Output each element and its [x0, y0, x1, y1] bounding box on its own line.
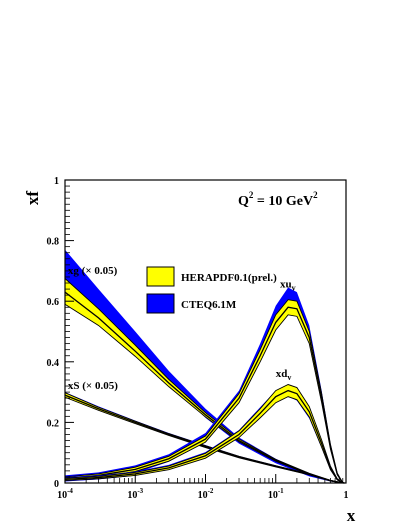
- y-tick-label: 0.8: [47, 237, 60, 248]
- curve-label-xg: xg (× 0.05): [68, 265, 118, 277]
- series-xd: [64, 384, 344, 484]
- herapdf-upper-xd: [64, 384, 344, 484]
- curve-label-xuv: xuv: [280, 279, 296, 293]
- q2-annotation: Q2 = 10 GeV2: [238, 190, 318, 209]
- legend-label-herapdf: HERAPDF0.1(prel.): [181, 272, 277, 284]
- legend-label-cteq: CTEQ6.1M: [181, 299, 237, 311]
- curve-label-xdv: xdv: [276, 368, 292, 382]
- herapdf-central-xs-0-05: [64, 394, 345, 484]
- series-xu: [64, 287, 344, 484]
- axes: 10-4 10-3 10-2 10-1 1 0 0.2 0.4 0.6 0.8 1: [47, 176, 349, 501]
- herapdf-central-xd: [64, 389, 344, 484]
- cteq-band-xg-0-05: [65, 249, 345, 483]
- y-tick-label: 0.2: [47, 418, 60, 429]
- y-tick-label: 0: [54, 479, 59, 490]
- curve-labels: xg (× 0.05) xS (× 0.05) xuv xdv: [68, 265, 296, 392]
- y-axis-title: xf: [23, 191, 42, 206]
- pdf-bands: [64, 249, 345, 484]
- legend-swatch-cteq: [146, 293, 175, 314]
- herapdf-lower-xd: [64, 396, 344, 484]
- x-axis-title: x: [347, 506, 356, 525]
- herapdf-central-xu: [64, 306, 344, 484]
- legend: HERAPDF0.1(prel.) CTEQ6.1M: [146, 266, 277, 314]
- y-tick-label: 0.6: [47, 297, 60, 308]
- series-xs-0-05: [64, 392, 345, 484]
- x-tick-label: 10-3: [127, 487, 143, 501]
- series-xg-0-05: [64, 249, 345, 484]
- x-tick-label: 10-4: [57, 487, 73, 501]
- x-tick-label: 1: [344, 490, 349, 501]
- x-tick-label: 10-2: [198, 487, 214, 501]
- y-tick-label: 0.4: [47, 358, 60, 369]
- curve-label-xS: xS (× 0.05): [68, 380, 118, 392]
- y-tick-label: 1: [54, 176, 59, 187]
- x-tick-label: 10-1: [268, 487, 284, 501]
- legend-swatch-herapdf: [146, 266, 175, 287]
